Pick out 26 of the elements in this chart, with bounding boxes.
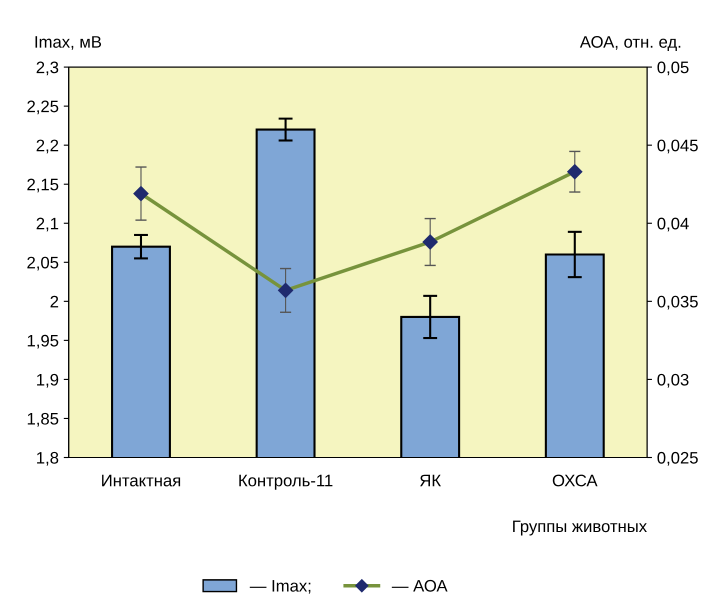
y2-tick-label: 0,045 bbox=[657, 140, 698, 154]
y-tick-label: 1,95 bbox=[28, 334, 58, 349]
x-tick-label: ЯК bbox=[420, 474, 441, 486]
y-tick-label: 2,3 bbox=[36, 62, 58, 76]
legend-label: — Imax; bbox=[250, 580, 310, 594]
y-axis-title: Imax, мВ bbox=[36, 36, 102, 50]
y2-axis-title: АОА, отн. ед. bbox=[580, 36, 680, 51]
y-tick-label: 2,15 bbox=[27, 178, 58, 192]
y-tick-label: 2 bbox=[50, 296, 58, 308]
legend-label: — АОА bbox=[392, 580, 448, 592]
y-tick-label: 2,1 bbox=[36, 218, 58, 232]
y2-tick-label: 0,025 bbox=[657, 452, 698, 466]
y2-tick-label: 0,05 bbox=[657, 62, 689, 76]
y2-tick-label: 0,035 bbox=[657, 296, 698, 310]
x-tick-label: Интактная bbox=[102, 474, 180, 486]
y-tick-label: 2,25 bbox=[27, 100, 58, 114]
y2-tick-label: 0,04 bbox=[657, 218, 689, 232]
y2-tick-label: 0,03 bbox=[657, 374, 689, 388]
y-tick-label: 1,85 bbox=[28, 412, 58, 427]
y-tick-label: 1,8 bbox=[37, 452, 58, 466]
x-axis-title: Группы животных bbox=[513, 520, 647, 536]
y-tick-label: 2,05 bbox=[27, 256, 58, 270]
y-tick-label: 2,2 bbox=[36, 140, 58, 154]
x-tick-label: ОХСА bbox=[552, 474, 598, 486]
x-tick-label: Контроль-11 bbox=[239, 474, 332, 490]
y-tick-label: 1,9 bbox=[37, 374, 58, 388]
